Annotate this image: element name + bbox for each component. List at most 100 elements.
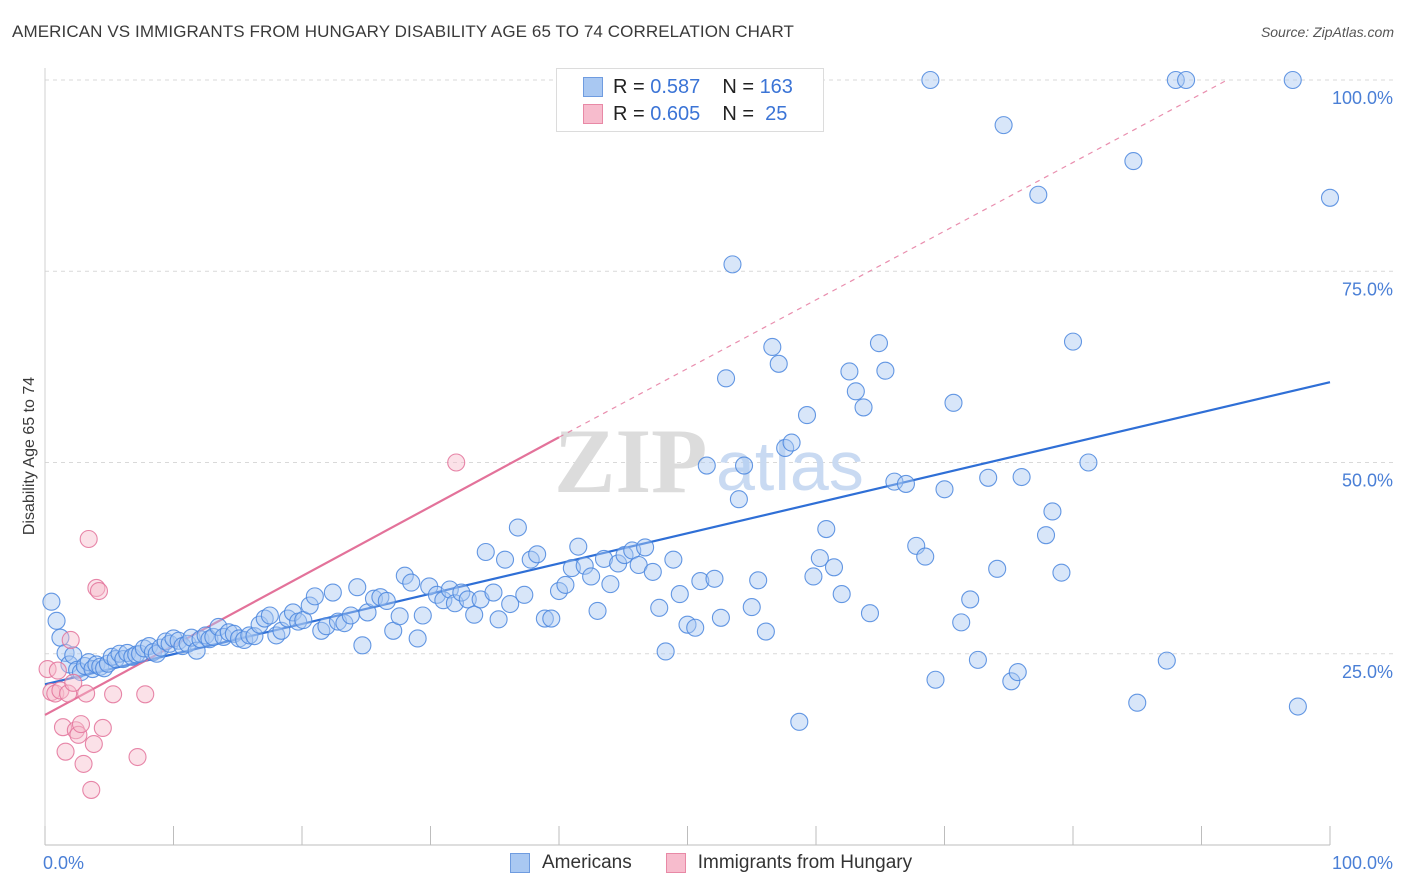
americans-point [1177, 70, 1196, 90]
americans-point [335, 614, 354, 633]
americans-point [664, 550, 683, 569]
hungary-point [46, 684, 65, 703]
americans-point [341, 606, 360, 625]
americans-point [876, 361, 895, 380]
americans-point [601, 575, 620, 594]
americans-point [697, 456, 716, 475]
americans-point [790, 712, 809, 731]
y-tick-label: 75.0% [1342, 279, 1393, 299]
americans-point [670, 585, 689, 604]
americans-point [916, 547, 935, 566]
americans-point [1063, 332, 1083, 351]
americans-point [255, 609, 274, 628]
americans-point [1012, 467, 1031, 487]
americans-point [535, 609, 554, 628]
americans-point [588, 601, 607, 620]
americans-point [64, 646, 83, 665]
americans-point [1052, 563, 1071, 582]
legend-r-label: R = [613, 75, 651, 98]
americans-point [582, 567, 601, 586]
americans-point [846, 382, 865, 401]
americans-point [656, 642, 675, 661]
chart-source: Source: ZipAtlas.com [1260, 24, 1394, 40]
americans-point [1288, 697, 1307, 716]
americans-point [723, 255, 742, 274]
americans-point [769, 354, 788, 373]
americans-point [283, 603, 303, 622]
y-tick-label: 25.0% [1342, 662, 1393, 682]
legend-n-value: 25 [759, 102, 788, 125]
hungary-point [87, 578, 106, 598]
hungary-point [69, 725, 88, 744]
legend-swatch-americans [583, 77, 603, 97]
americans-point [575, 556, 594, 575]
americans-point [395, 566, 414, 585]
americans-point [305, 587, 324, 606]
americans-point [643, 562, 662, 581]
tick-labels: 25.0% 50.0% 75.0% 100.0% 0.0% 100.0% [43, 88, 1393, 873]
hungary-point [71, 715, 91, 734]
americans-point [317, 617, 336, 636]
americans-point [952, 613, 971, 632]
americans-point [402, 573, 421, 592]
watermark: ZIP atlas [554, 410, 864, 512]
americans-point [749, 571, 768, 590]
americans-point [979, 468, 998, 487]
americans-point [921, 70, 940, 90]
americans-point [465, 605, 484, 624]
series-legend-hungary[interactable]: Immigrants from Hungary [665, 852, 913, 874]
hungary-point [136, 685, 155, 704]
americans-point [961, 590, 980, 609]
hungary-point [89, 581, 109, 601]
americans-point [528, 545, 547, 564]
americans-point [1320, 188, 1340, 207]
series-label-hungary: Immigrants from Hungary [697, 852, 913, 873]
americans-point [245, 627, 264, 646]
americans-point [476, 542, 495, 562]
americans-point [756, 622, 775, 641]
americans-point [705, 569, 724, 588]
americans-point [323, 583, 342, 602]
axes [44, 68, 1331, 846]
americans-point [1043, 502, 1062, 521]
americans-point [508, 518, 527, 537]
americans-point [810, 549, 829, 568]
americans-point [353, 636, 372, 655]
hungary-point [82, 780, 101, 799]
grid-lines [45, 79, 1395, 655]
americans-point [377, 591, 396, 611]
americans-point [804, 567, 823, 586]
americans-point [542, 609, 561, 628]
series-swatch-hungary [665, 853, 686, 873]
americans-point [1166, 70, 1185, 90]
legend-swatch-hungary [583, 104, 603, 124]
americans-point [797, 406, 817, 425]
americans-point [390, 607, 409, 626]
x-tick-label: 100.0% [1332, 853, 1393, 873]
data-points [38, 70, 1340, 799]
americans-point [413, 606, 432, 625]
americans-point [209, 617, 228, 637]
hungary-point [56, 742, 75, 761]
americans-point [650, 598, 669, 617]
series-legend-americans[interactable]: Americans [510, 852, 632, 874]
americans-point [1008, 663, 1027, 682]
americans-point [1002, 672, 1021, 691]
americans-point [495, 550, 515, 569]
americans-point [260, 606, 279, 625]
americans-point [187, 641, 206, 660]
americans-point [515, 585, 534, 604]
americans-point [711, 608, 730, 627]
americans-point [300, 596, 319, 615]
hungary-trend-extension [558, 79, 1228, 438]
americans-point [988, 559, 1007, 578]
series-legend: Americans Immigrants from Hungary [510, 852, 946, 874]
hungary-point [48, 661, 67, 680]
americans-point [896, 474, 916, 493]
americans-point [782, 433, 801, 452]
hungary-point [104, 685, 123, 704]
hungary-trend-line [44, 436, 560, 716]
series-swatch-americans [510, 853, 530, 873]
americans-point [1128, 693, 1147, 712]
americans-point [1157, 651, 1176, 670]
